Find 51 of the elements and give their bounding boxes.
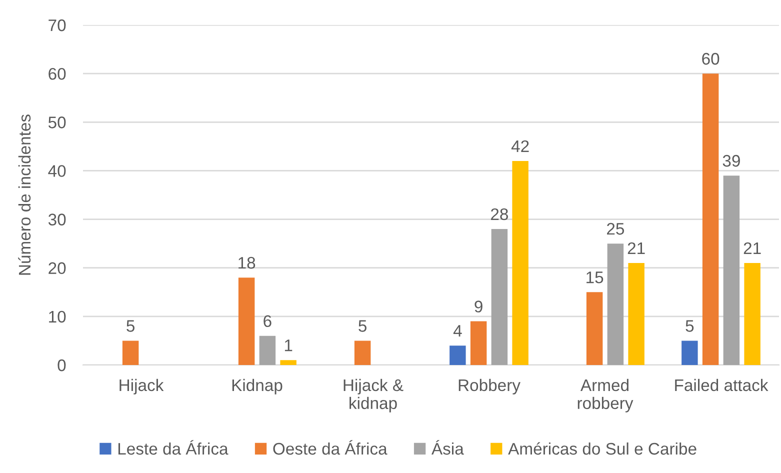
data-label: 42 bbox=[511, 140, 529, 152]
x-tick-label: Hijack & kidnap bbox=[344, 378, 404, 412]
bar bbox=[238, 278, 255, 365]
data-label: 21 bbox=[744, 242, 761, 254]
bar bbox=[586, 292, 603, 365]
bar bbox=[470, 321, 487, 365]
y-tick-label: 50 bbox=[48, 116, 66, 128]
bar bbox=[491, 229, 508, 365]
x-tick-label: Failed attack bbox=[675, 378, 768, 392]
data-label: 5 bbox=[126, 320, 134, 332]
bar bbox=[354, 340, 371, 365]
data-label: 21 bbox=[628, 242, 645, 254]
data-label: 15 bbox=[586, 272, 604, 284]
y-tick-label: 60 bbox=[48, 68, 66, 80]
data-label: 9 bbox=[474, 300, 482, 312]
bar bbox=[450, 346, 466, 365]
bar bbox=[628, 263, 644, 365]
bar bbox=[744, 263, 760, 365]
y-tick-label: 0 bbox=[58, 359, 66, 372]
legend-label: Oeste da África bbox=[273, 440, 388, 455]
y-tick-label: 70 bbox=[48, 19, 66, 32]
bar bbox=[280, 360, 296, 365]
legend-label: Américas do Sul e Caribe bbox=[508, 442, 696, 455]
bar bbox=[682, 340, 698, 365]
data-label: 6 bbox=[264, 315, 272, 328]
y-tick-label: 20 bbox=[48, 262, 66, 274]
bar bbox=[122, 340, 139, 365]
x-tick-label: Robbery bbox=[458, 378, 520, 394]
bar bbox=[723, 176, 740, 365]
data-label: 4 bbox=[453, 325, 462, 337]
y-axis-title: Número de incidentes bbox=[18, 114, 31, 275]
x-tick-label: Armed robbery bbox=[578, 378, 634, 412]
data-label: 39 bbox=[722, 154, 740, 167]
bar bbox=[607, 244, 624, 365]
y-tick-label: 30 bbox=[48, 214, 66, 226]
x-tick-label: Kidnap bbox=[232, 378, 282, 394]
bar bbox=[512, 161, 528, 365]
bar bbox=[702, 74, 719, 365]
bar bbox=[259, 336, 276, 365]
legend-label: Ásia bbox=[432, 440, 464, 455]
data-label: 60 bbox=[702, 52, 720, 65]
y-tick-label: 40 bbox=[48, 165, 66, 177]
x-tick-label: Hijack bbox=[120, 378, 164, 394]
y-tick-label: 10 bbox=[49, 310, 66, 323]
data-label: 28 bbox=[491, 208, 508, 220]
data-label: 18 bbox=[238, 256, 256, 269]
legend-label: Leste da África bbox=[118, 440, 228, 455]
data-label: 1 bbox=[284, 340, 292, 352]
data-label: 5 bbox=[358, 320, 366, 332]
data-label: 25 bbox=[607, 222, 624, 235]
data-label: 5 bbox=[686, 320, 694, 332]
